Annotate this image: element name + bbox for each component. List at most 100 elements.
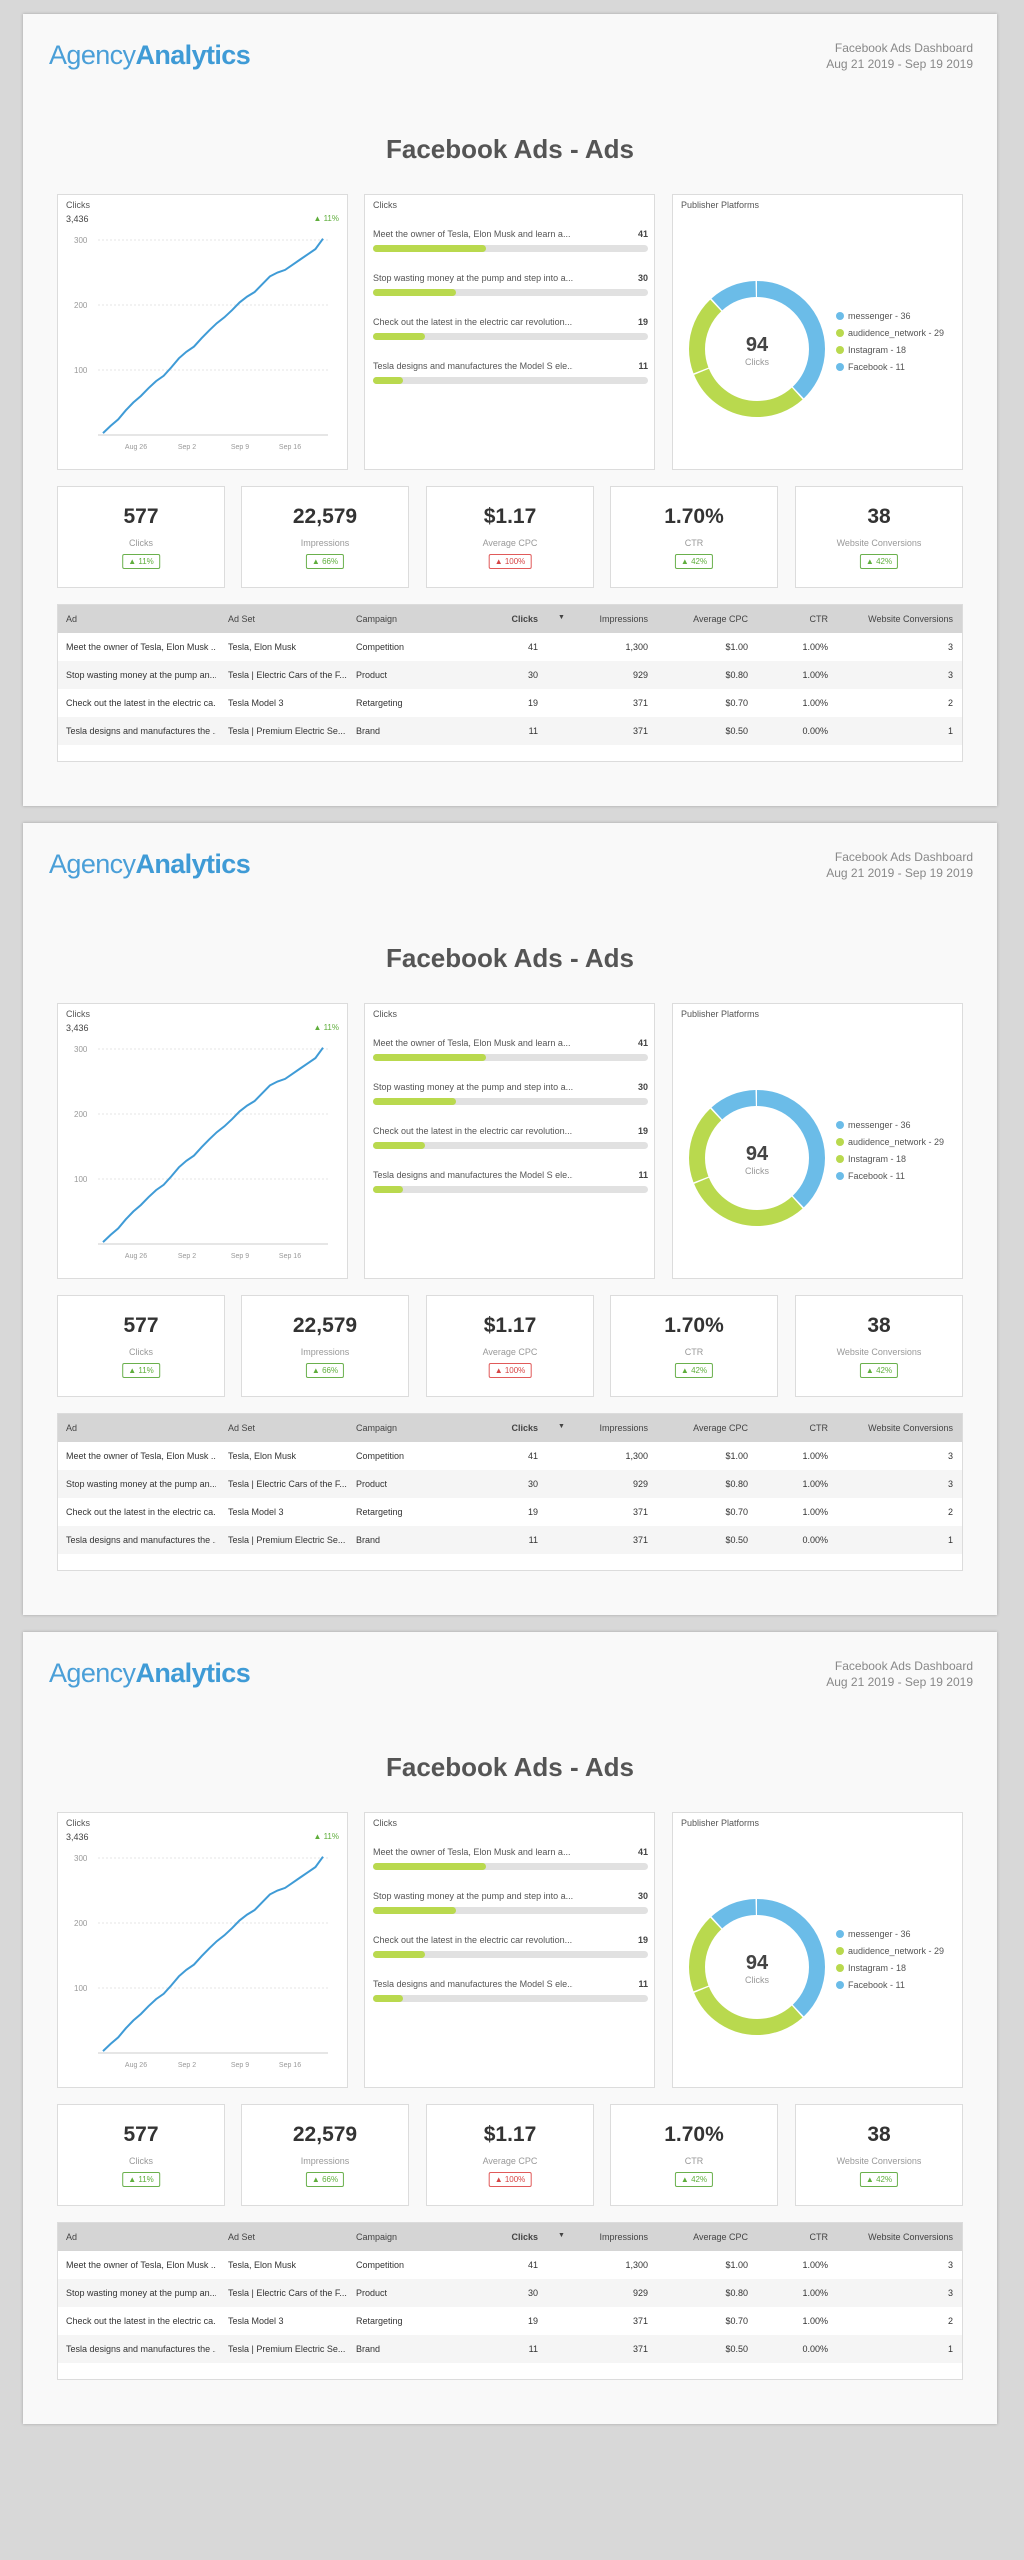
clicks-series-line [102, 1047, 324, 1243]
stat-card: $1.17 Average CPC ▲ 100% [426, 486, 594, 588]
stat-card: 1.70% CTR ▲ 42% [610, 486, 778, 588]
table-cell: 371 [632, 726, 648, 736]
report-meta: Facebook Ads Dashboard Aug 21 2019 - Sep… [826, 849, 973, 881]
table-cell: 1,300 [625, 642, 648, 652]
agency-analytics-logo[interactable]: AgencyAnalytics [49, 40, 251, 70]
column-header[interactable]: Ad [66, 2232, 78, 2242]
column-header[interactable]: Ad [66, 614, 78, 624]
clicks-by-ad-widget: Clicks Meet the owner of Tesla, Elon Mus… [364, 194, 655, 470]
column-header[interactable]: Average CPC [693, 2232, 748, 2242]
table-cell: 1 [947, 2344, 953, 2354]
column-header[interactable]: CTR [809, 614, 829, 624]
column-header[interactable]: Campaign [356, 614, 398, 624]
clicks-line-chart-widget: Clicks 3,436 ▲ 11% 300 200 100 Aug 26 Sep 2 S… [57, 1812, 348, 2088]
x-tick-label: Aug 26 [125, 1253, 147, 1260]
column-header[interactable]: Clicks [511, 2232, 538, 2242]
stat-value: $1.17 [483, 505, 537, 528]
column-header[interactable]: Ad [66, 1423, 78, 1433]
table-cell: Tesla designs and manufactures the ... [66, 1535, 216, 1545]
ads-table: Ad Ad Set Campaign Clicks Impressions Average… [57, 2222, 963, 2380]
legend-label: audidence_network - 29 [848, 1946, 945, 1956]
column-header[interactable]: Ad Set [228, 1423, 256, 1433]
bar-label: Meet the owner of Tesla, Elon Musk and l… [373, 229, 571, 239]
page-title: Facebook Ads - Ads [385, 943, 634, 973]
column-header[interactable]: Clicks [511, 1423, 538, 1433]
donut-slice [689, 1899, 825, 2035]
donut-slice [689, 281, 825, 417]
legend-item: Facebook - 11 [836, 1980, 944, 1997]
table-cell: 11 [528, 1535, 538, 1545]
table-cell: 11 [528, 726, 538, 736]
table-cell: Tesla designs and manufactures the ... [66, 726, 216, 736]
column-header[interactable]: Clicks [511, 614, 538, 624]
table-cell: 2 [947, 1507, 953, 1517]
legend-label: Instagram - 18 [848, 345, 907, 355]
column-header[interactable]: Impressions [599, 2232, 648, 2242]
table-cell: $1.00 [725, 1451, 748, 1461]
table-cell: 0.00% [802, 726, 828, 736]
table-row: Meet the owner of Tesla, Elon Musk ... Te… [58, 633, 962, 661]
table-cell: 1.00% [802, 698, 828, 708]
table-cell: $0.50 [725, 1535, 748, 1545]
agency-analytics-logo[interactable]: AgencyAnalytics [49, 849, 251, 879]
agency-analytics-logo[interactable]: AgencyAnalytics [49, 1658, 251, 1688]
stat-change-badge: ▲ 42% [859, 554, 899, 569]
legend-item: Facebook - 11 [836, 362, 944, 379]
table-cell: Competition [356, 2260, 405, 2270]
column-header[interactable]: Impressions [599, 1423, 648, 1433]
stat-change-badge: ▲ 11% [122, 1363, 160, 1378]
table-cell: 41 [527, 642, 538, 652]
table-row: Tesla designs and manufactures the ... Te… [58, 2335, 962, 2363]
column-header[interactable]: CTR [809, 1423, 829, 1433]
sort-desc-icon[interactable]: ▼ [558, 2232, 565, 2239]
stat-card: 577 Clicks ▲ 11% [57, 486, 225, 588]
x-tick-label: Sep 16 [279, 2062, 301, 2069]
column-header[interactable]: Website Conversions [868, 1423, 953, 1433]
bar-label: Check out the latest in the electric car… [373, 317, 573, 327]
table-cell: 30 [527, 1479, 538, 1489]
legend-item: audidence_network - 29 [836, 1946, 944, 1963]
sort-desc-icon[interactable]: ▼ [558, 614, 565, 621]
stat-value: 22,579 [292, 2123, 358, 2146]
stat-change-badge: ▲ 42% [674, 1363, 714, 1378]
table-cell: Tesla | Electric Cars of the F... [228, 2288, 347, 2298]
donut-legend: messenger - 36 audidence_network - 29 Inst… [836, 1120, 944, 1188]
clicks-total: 3,436 [66, 1832, 89, 1842]
legend-item: audidence_network - 29 [836, 328, 944, 345]
column-header[interactable]: Ad Set [228, 614, 256, 624]
stat-value: $1.17 [483, 1314, 537, 1337]
table-cell: 1 [947, 726, 953, 736]
table-cell: Stop wasting money at the pump an... [66, 1479, 216, 1489]
table-cell: Tesla Model 3 [228, 2316, 284, 2326]
report-page: AgencyAnalytics Facebook Ads Dashboard A… [23, 14, 997, 806]
table-cell: Retargeting [356, 1507, 403, 1517]
legend-label: Facebook - 11 [848, 362, 905, 372]
column-header[interactable]: Campaign [356, 2232, 398, 2242]
table-row: Check out the latest in the electric ca.… [58, 689, 962, 717]
table-cell: 371 [632, 1535, 648, 1545]
column-header[interactable]: Campaign [356, 1423, 398, 1433]
bar-fill [373, 1995, 404, 2002]
table-row: Meet the owner of Tesla, Elon Musk ... Te… [58, 1442, 962, 1470]
column-header[interactable]: Website Conversions [868, 614, 953, 624]
table-cell: Brand [356, 1535, 381, 1545]
stat-label: Website Conversions [836, 538, 922, 548]
table-cell: $0.80 [725, 670, 748, 680]
column-header[interactable]: Ad Set [228, 2232, 256, 2242]
stat-label: Impressions [300, 1347, 350, 1357]
column-header[interactable]: Website Conversions [868, 2232, 953, 2242]
legend-item: Facebook - 11 [836, 1171, 944, 1188]
column-header[interactable]: Average CPC [693, 1423, 748, 1433]
column-header[interactable]: Average CPC [693, 614, 748, 624]
stat-value: 577 [123, 2123, 159, 2146]
stat-label: Clicks [129, 1347, 153, 1357]
stat-card: 1.70% CTR ▲ 42% [610, 1295, 778, 1397]
column-header[interactable]: Impressions [599, 614, 648, 624]
report-meta: Facebook Ads Dashboard Aug 21 2019 - Sep… [826, 40, 973, 72]
sort-desc-icon[interactable]: ▼ [558, 1423, 565, 1430]
stat-card: $1.17 Average CPC ▲ 100% [426, 1295, 594, 1397]
column-header[interactable]: CTR [809, 2232, 829, 2242]
table-cell: Tesla, Elon Musk [228, 2260, 297, 2270]
table-cell: $0.70 [725, 698, 748, 708]
